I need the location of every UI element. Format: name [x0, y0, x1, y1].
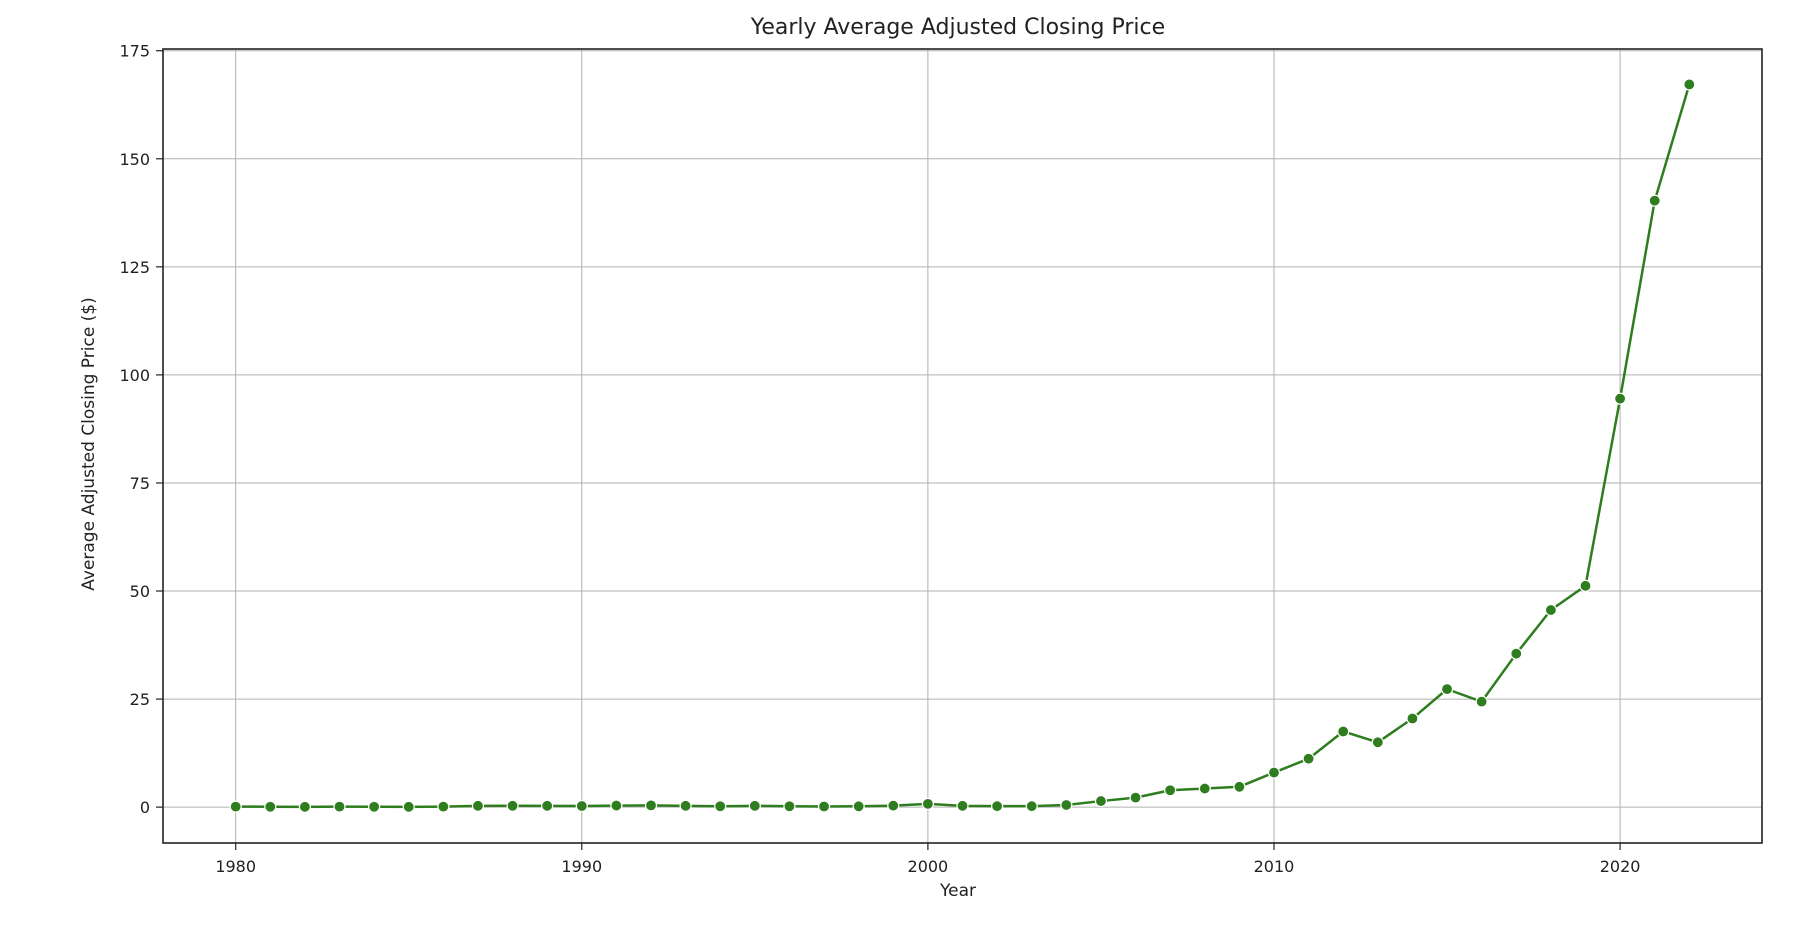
data-point-marker — [1198, 782, 1211, 795]
data-point-marker — [1302, 752, 1315, 765]
x-tick-label: 2020 — [1600, 857, 1641, 876]
data-point-marker — [541, 799, 554, 812]
data-point-marker — [991, 800, 1004, 813]
y-tick-label: 0 — [140, 798, 150, 817]
data-point-marker — [644, 799, 658, 812]
data-point-marker — [1475, 695, 1488, 708]
data-point-marker — [1510, 647, 1523, 660]
y-tick-label: 75 — [130, 474, 150, 493]
data-point-marker — [1267, 766, 1281, 779]
data-point-marker — [610, 799, 623, 812]
data-point-marker — [333, 800, 346, 813]
grid-lines — [163, 49, 1762, 843]
chart-title: Yearly Average Adjusted Closing Price — [750, 15, 1165, 40]
data-point-marker — [575, 799, 588, 813]
data-point-marker — [264, 800, 277, 813]
data-point-marker — [1613, 392, 1627, 405]
y-tick-label: 100 — [119, 366, 150, 385]
x-tick-label: 2000 — [908, 857, 949, 876]
y-tick-label: 50 — [130, 582, 150, 601]
x-tick-label: 1980 — [215, 857, 256, 876]
data-point-marker — [1337, 725, 1350, 738]
x-tick-label: 2010 — [1254, 857, 1295, 876]
data-point-marker — [1648, 194, 1661, 207]
data-point-marker — [437, 800, 450, 813]
data-point-marker — [471, 799, 485, 812]
data-point-marker — [1371, 736, 1384, 749]
data-point-marker — [229, 800, 242, 813]
data-point-marker — [1440, 683, 1454, 696]
data-point-marker — [783, 800, 796, 813]
data-point-marker — [748, 799, 761, 812]
data-point-marker — [1094, 794, 1108, 808]
data-point-marker — [1683, 78, 1696, 91]
data-point-marker — [368, 800, 381, 813]
x-tick-label: 1990 — [561, 857, 602, 876]
data-point-marker — [817, 800, 831, 813]
data-point-marker — [852, 800, 865, 813]
y-axis-label: Average Adjusted Closing Price ($) — [79, 297, 99, 591]
data-point-marker — [1164, 784, 1177, 797]
x-axis-label: Year — [939, 881, 976, 901]
data-point-marker — [887, 799, 900, 812]
data-point-marker — [679, 799, 692, 812]
series-layer — [229, 78, 1696, 813]
y-tick-label: 175 — [119, 42, 150, 61]
data-point-marker — [1060, 798, 1073, 812]
data-point-marker — [402, 800, 415, 813]
y-tick-label: 150 — [119, 150, 150, 169]
data-point-marker — [1544, 603, 1557, 617]
y-tick-label: 25 — [130, 690, 150, 709]
data-point-marker — [1233, 780, 1246, 793]
axis-ticks: 1980 1990 2000 2010 2020 0 25 50 75 100 125 150 175 — [119, 42, 1640, 876]
data-point-marker — [1579, 579, 1592, 592]
plot-area-frame — [162, 48, 1763, 844]
y-tick-label: 125 — [119, 258, 150, 277]
data-point-marker — [506, 799, 519, 812]
data-point-marker — [956, 799, 969, 812]
data-point-marker — [921, 797, 934, 810]
data-point-marker — [298, 800, 312, 813]
data-point-marker — [714, 800, 727, 813]
data-point-marker — [1129, 791, 1142, 804]
data-point-marker — [1025, 800, 1038, 813]
data-point-marker — [1406, 712, 1419, 725]
